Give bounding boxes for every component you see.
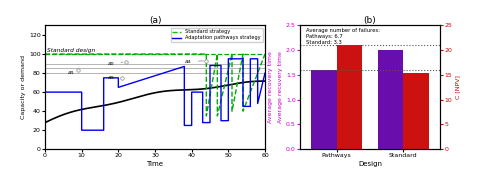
Y-axis label: C [NPV]: C [NPV]: [455, 75, 460, 99]
Bar: [378, 50, 404, 149]
Bar: [404, 72, 428, 149]
Title: (a): (a): [149, 16, 161, 25]
Text: $a_2$: $a_2$: [108, 60, 123, 68]
Text: Standard design: Standard design: [47, 48, 95, 53]
Y-axis label: Average recovery time: Average recovery time: [268, 52, 273, 123]
Text: $a_1$: $a_1$: [67, 69, 78, 77]
Bar: [336, 45, 362, 149]
Y-axis label: Capacity or demand: Capacity or demand: [22, 55, 26, 119]
Text: Average number of failures:
Pathways: 6.7
Standard: 3.3: Average number of failures: Pathways: 6.…: [306, 28, 380, 45]
X-axis label: Time: Time: [146, 161, 164, 167]
Y-axis label: Average recovery time: Average recovery time: [278, 52, 283, 123]
Text: $a_4$: $a_4$: [184, 58, 204, 66]
X-axis label: Design: Design: [358, 161, 382, 167]
Bar: [312, 70, 336, 149]
Title: (b): (b): [364, 16, 376, 25]
Legend: Standard strategy, Adaptation pathways strategy: Standard strategy, Adaptation pathways s…: [171, 28, 262, 42]
Text: $a_3$: $a_3$: [108, 74, 122, 82]
